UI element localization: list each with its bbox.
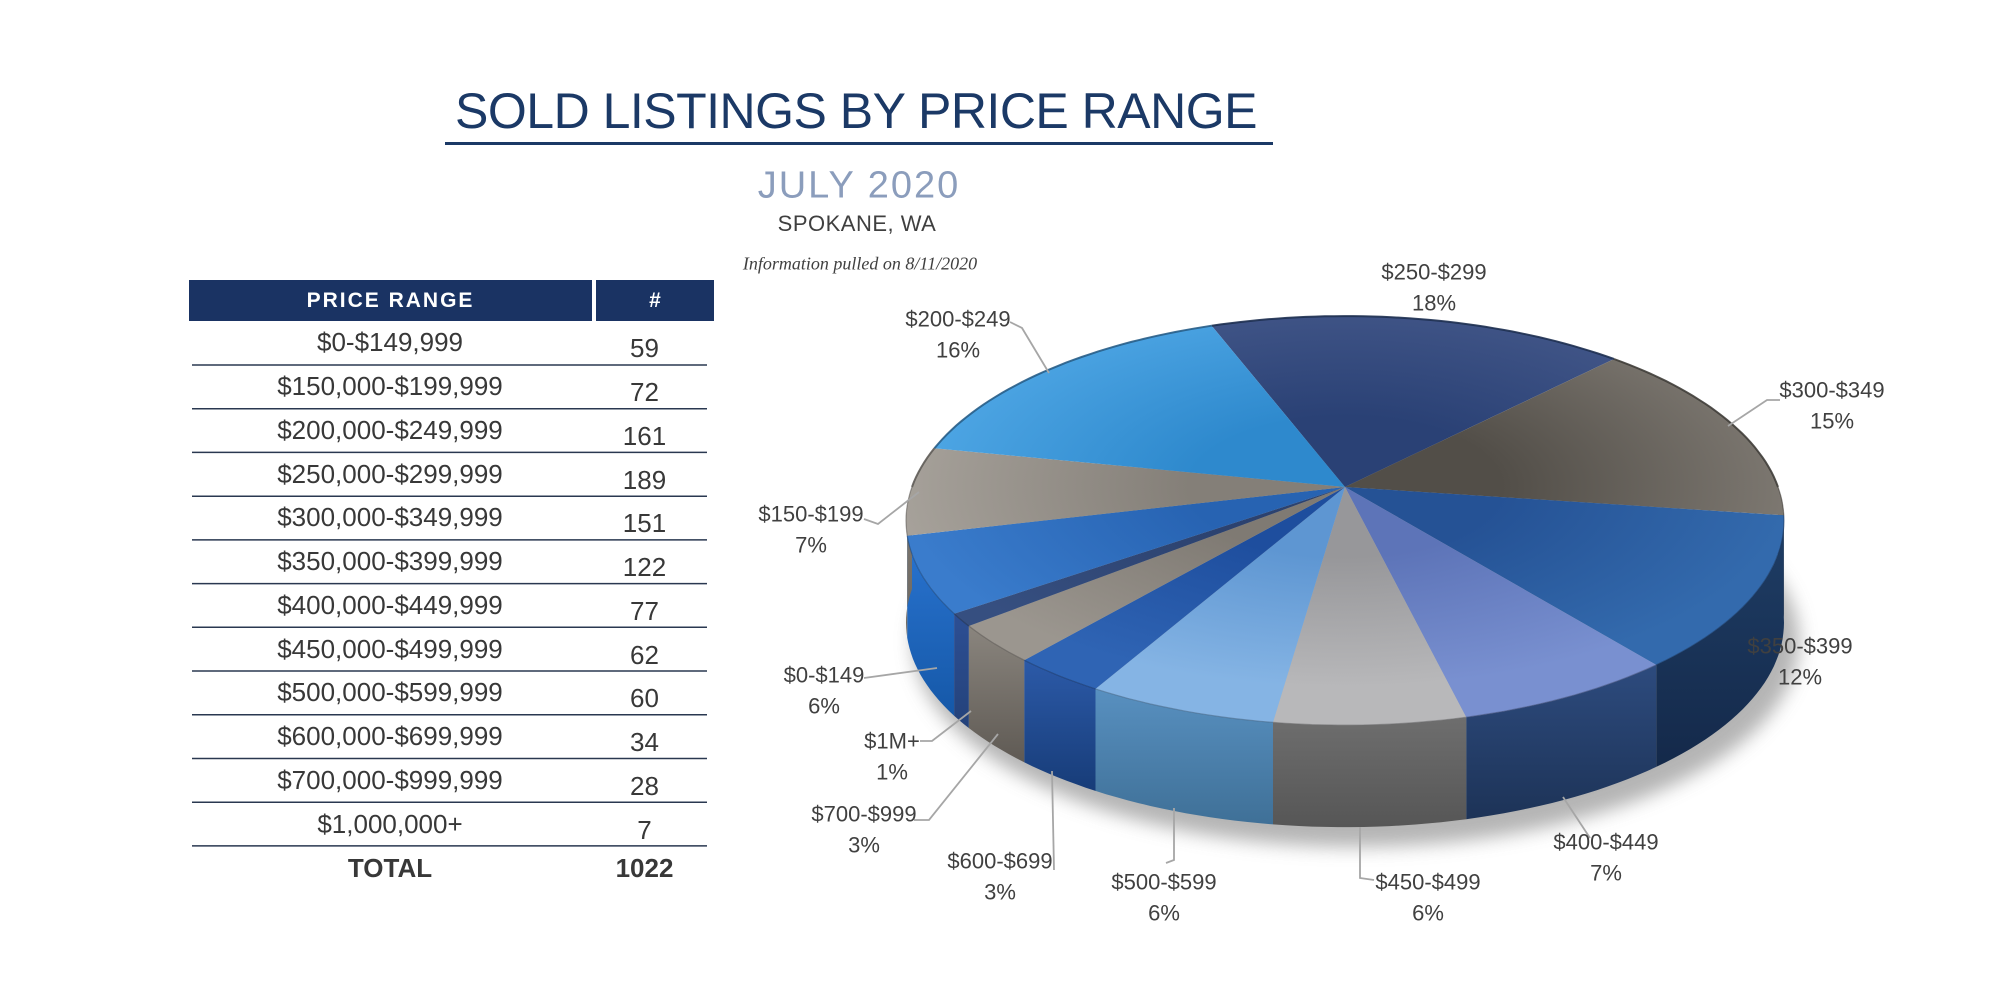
- svg-text:16%: 16%: [936, 338, 980, 363]
- svg-text:$0-$149: $0-$149: [784, 663, 865, 688]
- svg-text:3%: 3%: [848, 833, 880, 858]
- svg-text:$300-$349: $300-$349: [1779, 378, 1884, 403]
- svg-text:3%: 3%: [984, 880, 1016, 905]
- svg-text:$250-$299: $250-$299: [1381, 260, 1486, 285]
- svg-text:15%: 15%: [1810, 409, 1854, 434]
- svg-text:6%: 6%: [808, 694, 840, 719]
- svg-text:$200-$249: $200-$249: [905, 307, 1010, 332]
- svg-text:7%: 7%: [1590, 861, 1622, 886]
- svg-text:$450-$499: $450-$499: [1375, 870, 1480, 895]
- svg-text:6%: 6%: [1148, 901, 1180, 926]
- svg-text:$400-$449: $400-$449: [1553, 830, 1658, 855]
- svg-text:$150-$199: $150-$199: [758, 502, 863, 527]
- svg-text:6%: 6%: [1412, 901, 1444, 926]
- svg-text:7%: 7%: [795, 533, 827, 558]
- svg-text:1%: 1%: [876, 760, 908, 785]
- svg-text:$600-$699: $600-$699: [947, 849, 1052, 874]
- svg-text:$1M+: $1M+: [864, 729, 920, 754]
- svg-text:$500-$599: $500-$599: [1111, 870, 1216, 895]
- svg-text:$700-$999: $700-$999: [811, 802, 916, 827]
- svg-text:18%: 18%: [1412, 291, 1456, 316]
- svg-text:$350-$399: $350-$399: [1747, 634, 1852, 659]
- svg-text:12%: 12%: [1778, 665, 1822, 690]
